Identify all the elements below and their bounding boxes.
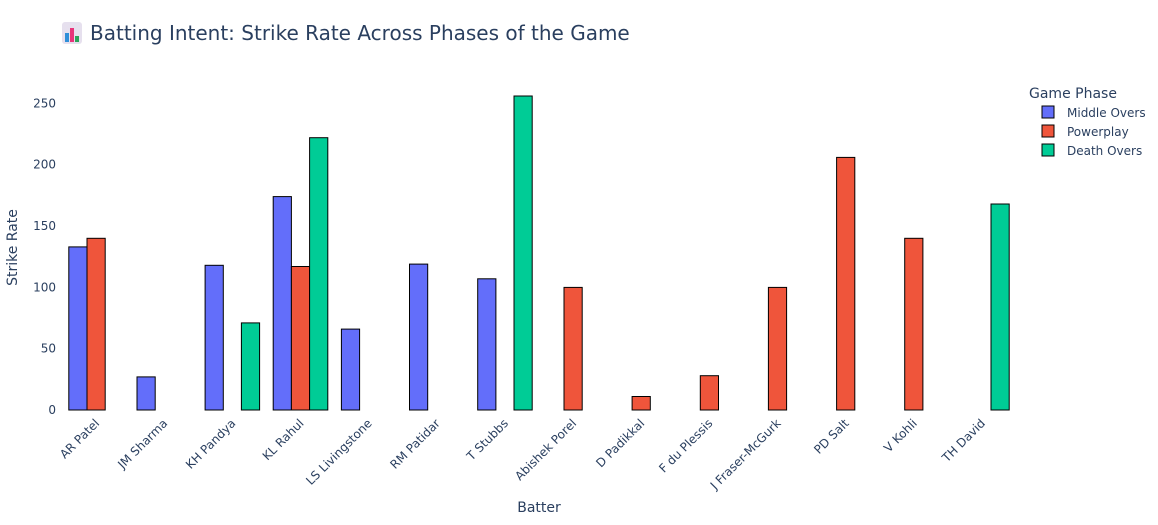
y-axis-title: Strike Rate [5,209,21,286]
x-tick-label: F du Plessis [656,416,715,475]
x-tick-label: KH Pandya [183,416,238,471]
chart-title: Batting Intent: Strike Rate Across Phase… [62,21,630,45]
x-tick-label: T Stubbs [463,416,511,464]
x-tick-label: KL Rahul [260,416,307,463]
legend-title: Game Phase [1029,86,1117,102]
x-axis-title: Batter [517,500,561,516]
legend-label: Powerplay [1067,125,1129,139]
bar-powerplay[interactable] [290,266,311,411]
y-tick-label: 0 [48,403,56,417]
x-tick-label: LS Livingstone [303,416,374,487]
bar-chart-emoji-icon [62,22,82,44]
bar-powerplay[interactable] [767,286,788,411]
chart-title-text: Batting Intent: Strike Rate Across Phase… [90,21,630,45]
bar-death-overs[interactable] [240,322,261,411]
bar-middle-overs[interactable] [409,263,429,411]
legend-swatch [1041,105,1055,119]
y-tick-label: 250 [33,96,56,110]
x-tick-label: TH David [939,416,988,465]
y-tick-label: 200 [33,158,56,172]
y-tick-label: 150 [33,219,56,233]
bar-middle-overs[interactable] [477,278,497,411]
bar-powerplay[interactable] [836,156,856,411]
bar-death-overs[interactable] [513,95,533,411]
bar-middle-overs[interactable] [204,264,224,411]
x-tick-label: PD Salt [811,416,852,457]
y-tick-label: 50 [41,342,56,356]
y-tick-label: 100 [33,280,56,294]
x-tick-label: D Padikkal [593,416,647,470]
y-axis-ticks: 0 50 100 150 200 250 [33,96,56,417]
bar-powerplay[interactable] [563,286,583,411]
x-tick-label: Abishek Porel [512,416,579,483]
bar-death-overs[interactable] [309,137,329,411]
bar-powerplay[interactable] [699,375,719,411]
x-tick-label: V Kohli [881,416,920,455]
x-tick-label: AR Patel [57,416,102,461]
bar-middle-overs[interactable] [340,328,361,411]
legend-item-death-overs[interactable]: Death Overs [1041,143,1142,158]
bar-death-overs[interactable] [990,203,1010,411]
bar-powerplay[interactable] [631,396,651,411]
legend[interactable]: Game Phase Middle Overs Powerplay Death Ov… [1029,86,1146,158]
x-tick-label: RM Patidar [387,416,443,472]
bar-middle-overs[interactable] [136,376,156,411]
bar-powerplay[interactable] [86,237,106,411]
bar-middle-overs[interactable] [272,196,292,411]
bar-powerplay[interactable] [904,237,924,411]
x-tick-label: JM Sharma [114,416,170,472]
legend-item-middle-overs[interactable]: Middle Overs [1041,105,1146,120]
bar-middle-overs[interactable] [68,246,88,411]
bars [68,95,1010,411]
x-tick-label: J Fraser-McGurk [707,416,784,493]
legend-label: Death Overs [1067,144,1142,158]
legend-swatch [1041,143,1055,157]
legend-swatch [1041,124,1055,138]
legend-label: Middle Overs [1067,106,1146,120]
legend-item-powerplay[interactable]: Powerplay [1041,124,1129,139]
